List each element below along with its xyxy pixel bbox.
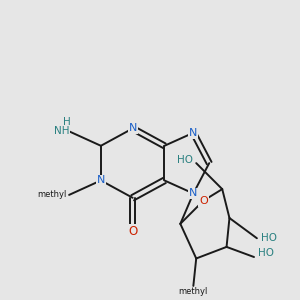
Text: N: N — [189, 128, 197, 138]
Text: N: N — [128, 124, 137, 134]
Text: H: H — [63, 117, 70, 127]
Text: NH: NH — [54, 126, 69, 136]
Text: methyl: methyl — [178, 287, 208, 296]
Text: methyl: methyl — [37, 190, 66, 200]
Text: N: N — [97, 176, 105, 185]
Text: O: O — [128, 224, 137, 238]
Text: N: N — [189, 188, 197, 199]
Text: HO: HO — [258, 248, 274, 258]
Text: HO: HO — [177, 155, 193, 165]
Text: HO: HO — [261, 233, 277, 243]
Text: O: O — [199, 196, 208, 206]
